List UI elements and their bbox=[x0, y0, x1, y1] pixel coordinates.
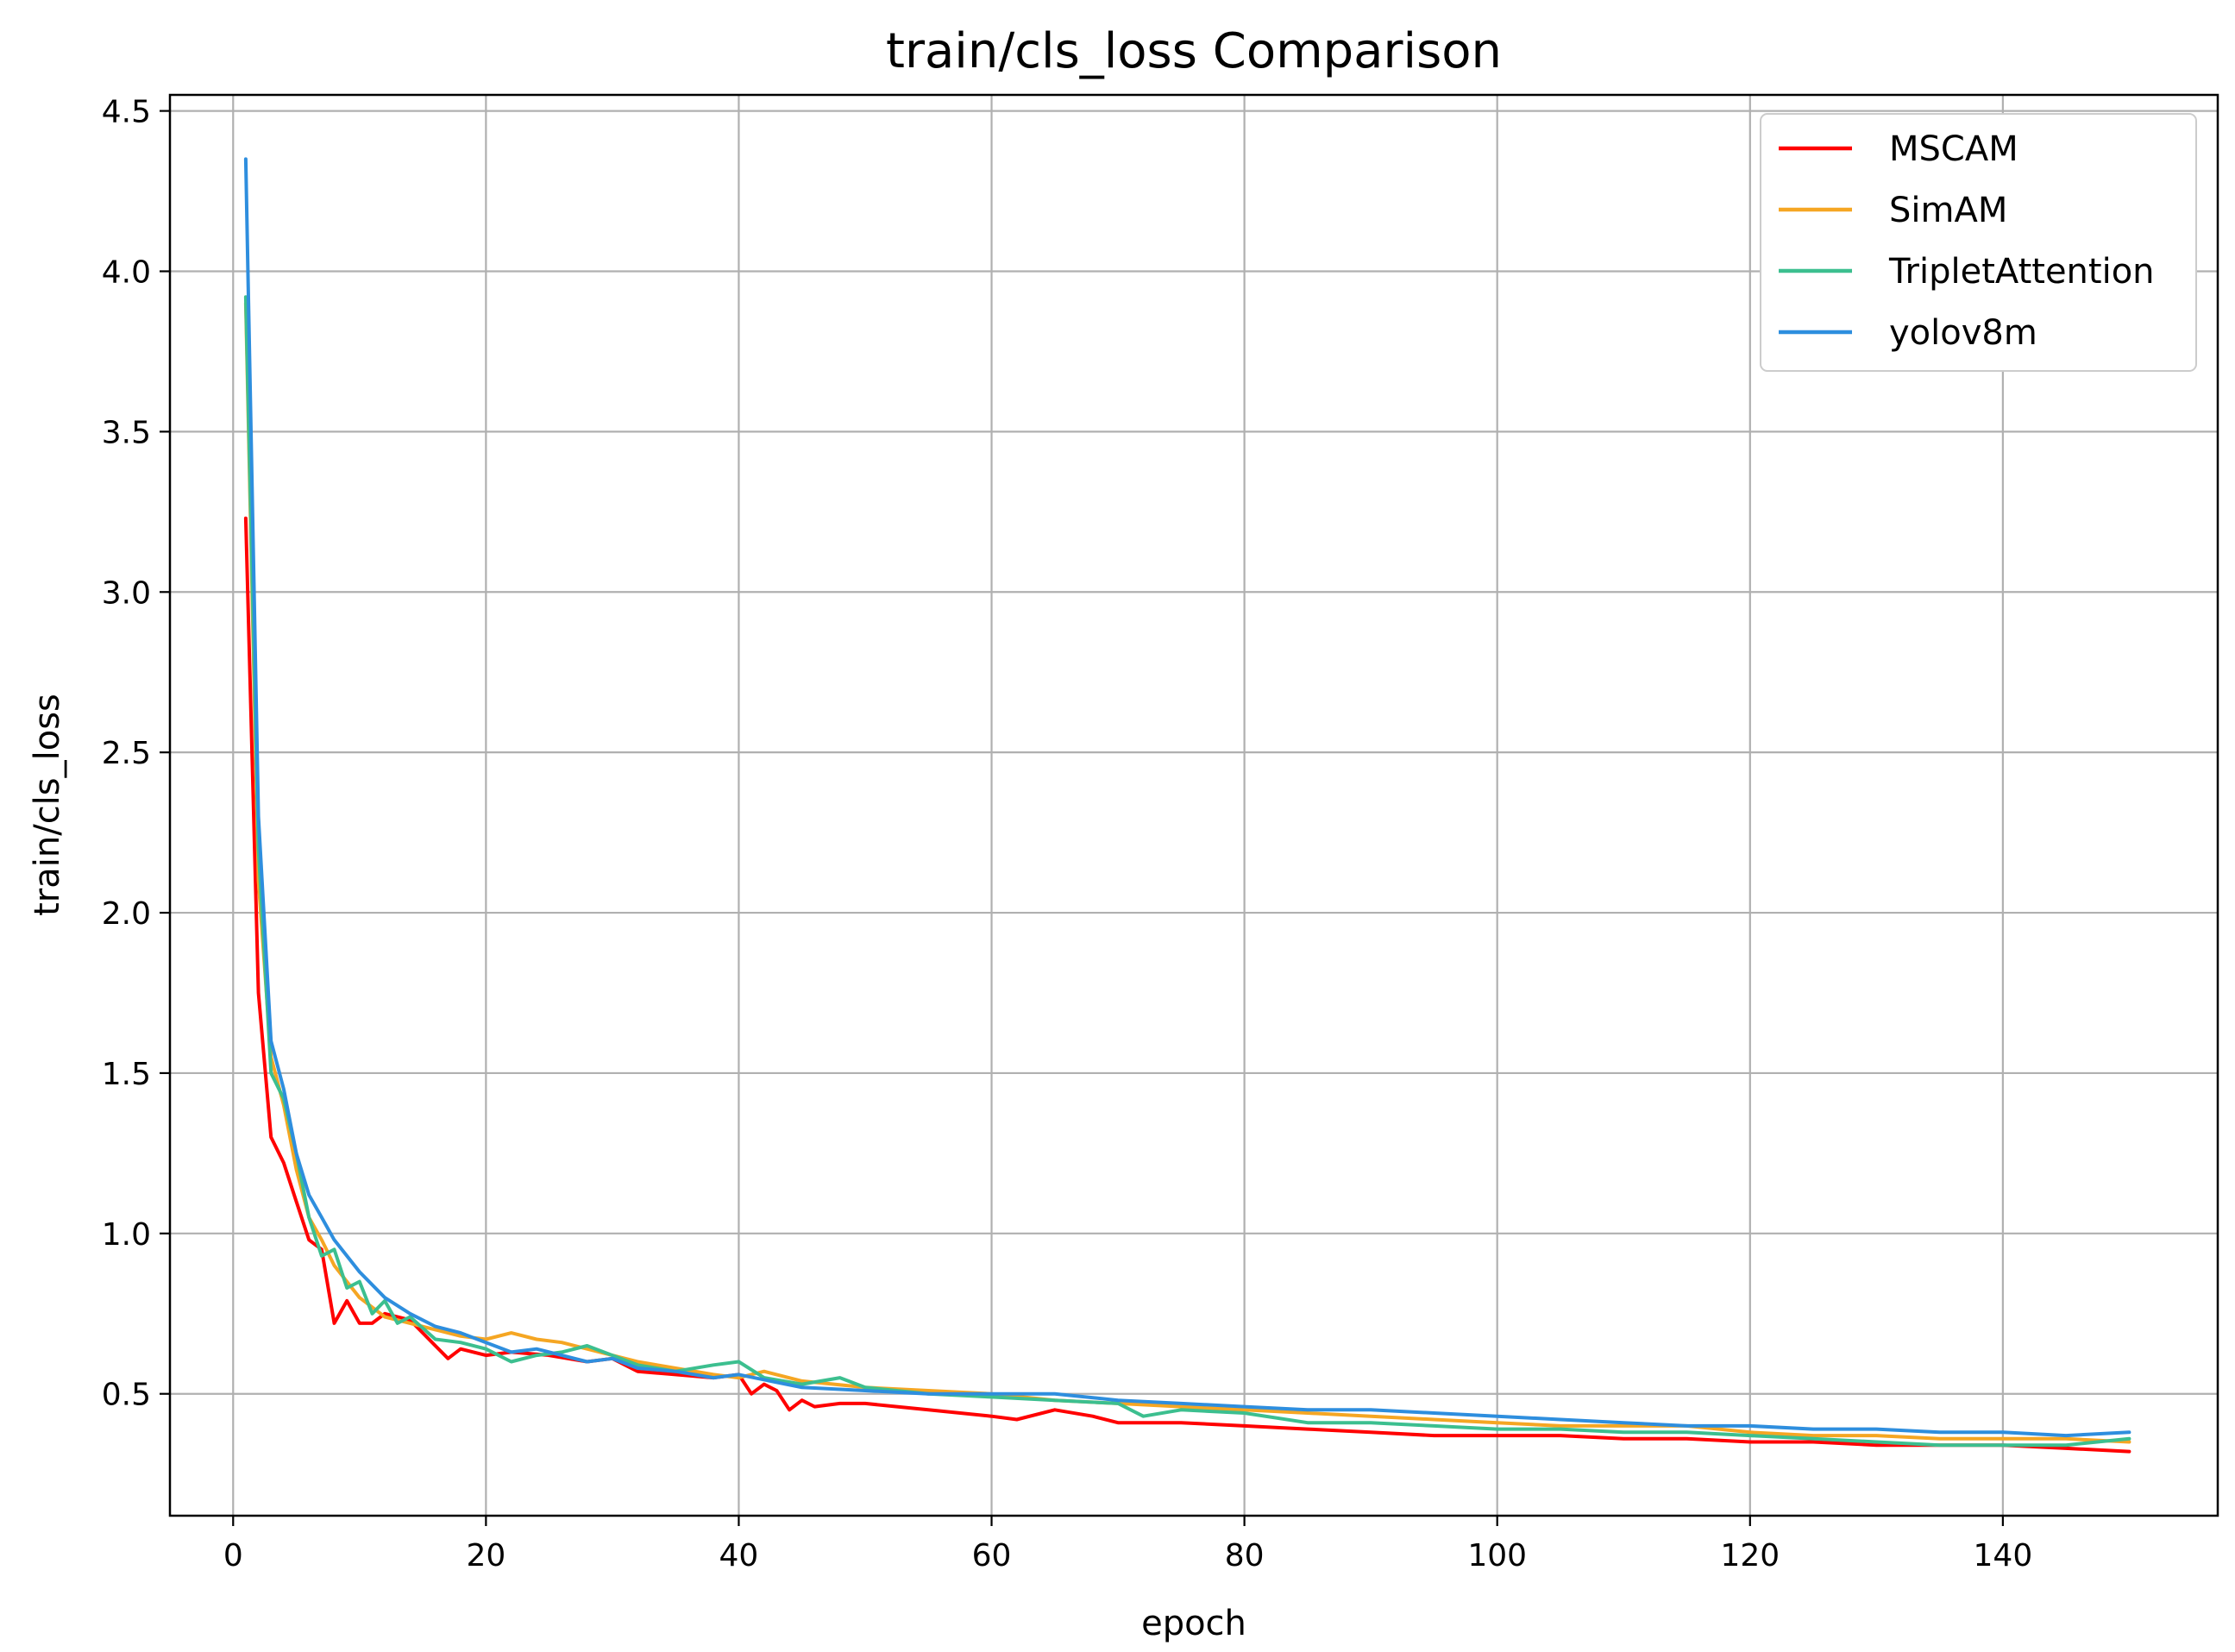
y-tick-label: 1.5 bbox=[102, 1057, 151, 1092]
x-tick-label: 20 bbox=[466, 1538, 505, 1573]
x-tick-label: 140 bbox=[1974, 1538, 2033, 1573]
y-axis-label: train/cls_loss bbox=[28, 694, 67, 916]
y-tick-label: 1.0 bbox=[102, 1217, 151, 1253]
legend-label-tripletattention: TripletAttention bbox=[1888, 252, 2155, 292]
x-tick-label: 100 bbox=[1467, 1538, 1527, 1573]
x-tick-label: 40 bbox=[719, 1538, 759, 1573]
y-tick-label: 0.5 bbox=[102, 1378, 151, 1413]
legend: MSCAM SimAM TripletAttention yolov8m bbox=[1760, 113, 2197, 372]
series-lines bbox=[243, 157, 2131, 1454]
y-tick-label: 2.5 bbox=[102, 736, 151, 771]
y-tick-label: 3.0 bbox=[102, 575, 151, 611]
y-tick-label: 4.0 bbox=[102, 254, 151, 290]
legend-box bbox=[1760, 113, 2197, 372]
series-line-mscam bbox=[243, 516, 2131, 1454]
x-tick-label: 0 bbox=[223, 1538, 243, 1573]
series-line-yolov8m bbox=[243, 157, 2131, 1438]
y-tick-label: 4.5 bbox=[102, 95, 151, 130]
x-tick-label: 80 bbox=[1225, 1538, 1265, 1573]
legend-label-mscam: MSCAM bbox=[1889, 129, 2018, 169]
axis-ticks: 0 20 40 60 80 100 120 140 0.5 1.0 1.5 2.0 2.5 3.0 3.5 4… bbox=[102, 95, 2033, 1573]
x-tick-label: 120 bbox=[1720, 1538, 1780, 1573]
plot-frame bbox=[168, 93, 2219, 1517]
legend-label-simam: SimAM bbox=[1889, 191, 2007, 230]
chart-title: train/cls_loss Comparison bbox=[886, 23, 1502, 79]
legend-label-yolov8m: yolov8m bbox=[1889, 313, 2037, 353]
x-axis-label: epoch bbox=[1141, 1604, 1246, 1643]
series-line-tripletattention bbox=[243, 295, 2131, 1448]
x-tick-label: 60 bbox=[972, 1538, 1012, 1573]
y-tick-label: 3.5 bbox=[102, 415, 151, 450]
y-tick-label: 2.0 bbox=[102, 896, 151, 932]
